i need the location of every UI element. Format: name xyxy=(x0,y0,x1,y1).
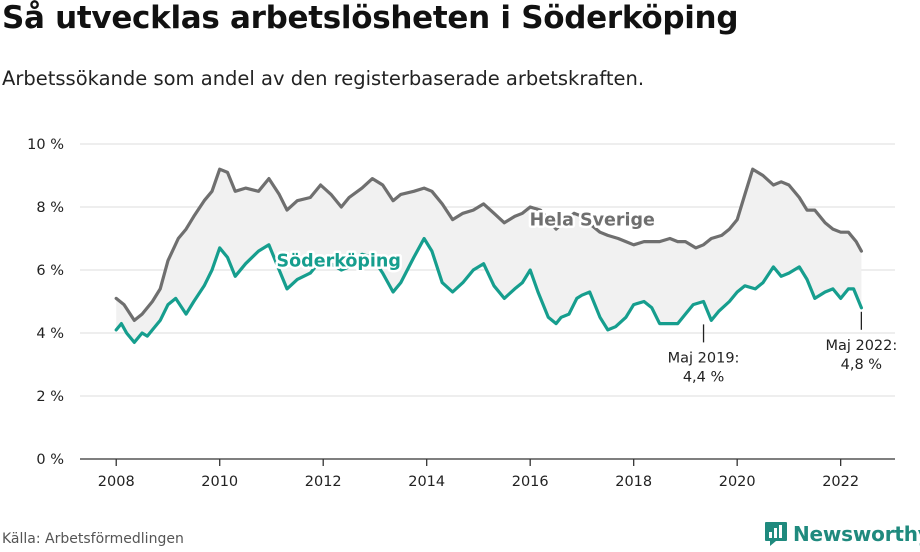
chart-bubble-icon xyxy=(765,522,787,546)
series-label-halo: Söderköping xyxy=(277,252,401,272)
x-tick-label: 2020 xyxy=(719,474,756,490)
y-tick-label: 4 % xyxy=(36,326,64,342)
series-line-soderkoping xyxy=(114,236,864,344)
page-subtitle: Arbetssökande som andel av den registerb… xyxy=(2,67,645,90)
x-tick-label: 2014 xyxy=(408,474,445,490)
x-tick-label: 2016 xyxy=(512,474,549,490)
series-label: Hela Sverige xyxy=(530,211,655,231)
x-tick-label: 2010 xyxy=(201,474,238,490)
axis-layer: 0 % 2 % 4 % 6 % 8 % 10 % 2008 2010 2012 2014 2016 2… xyxy=(27,137,895,490)
annotation-value: 4,4 % xyxy=(683,369,724,385)
x-tick-label: 2012 xyxy=(305,474,342,490)
series-label-halo: Hela Sverige xyxy=(530,211,655,231)
x-tick-label: 2018 xyxy=(615,474,652,490)
annotation-value: 4,8 % xyxy=(841,357,882,373)
annotation-label: Maj 2022: xyxy=(825,338,897,354)
y-tick-label: 8 % xyxy=(36,200,64,216)
y-tick-label: 6 % xyxy=(36,263,64,279)
logo-text: Newsworthy xyxy=(793,522,920,546)
source-note: Källa: Arbetsförmedlingen xyxy=(2,531,184,547)
series-line-sverige xyxy=(114,167,864,322)
series-label: Söderköping xyxy=(277,252,401,272)
newsworthy-logo: Newsworthy xyxy=(764,519,920,549)
difference-band xyxy=(116,169,862,342)
y-tick-label: 0 % xyxy=(36,452,64,468)
x-tick-label: 2008 xyxy=(98,474,135,490)
x-tick-label: 2022 xyxy=(822,474,859,490)
y-tick-label: 2 % xyxy=(36,389,64,405)
band-layer xyxy=(116,169,862,342)
y-tick-label: 10 % xyxy=(27,137,64,153)
annotation-label: Maj 2019: xyxy=(668,350,740,366)
page-title: Så utvecklas arbetslösheten i Söderköpin… xyxy=(2,0,739,36)
line-layer xyxy=(114,167,864,344)
